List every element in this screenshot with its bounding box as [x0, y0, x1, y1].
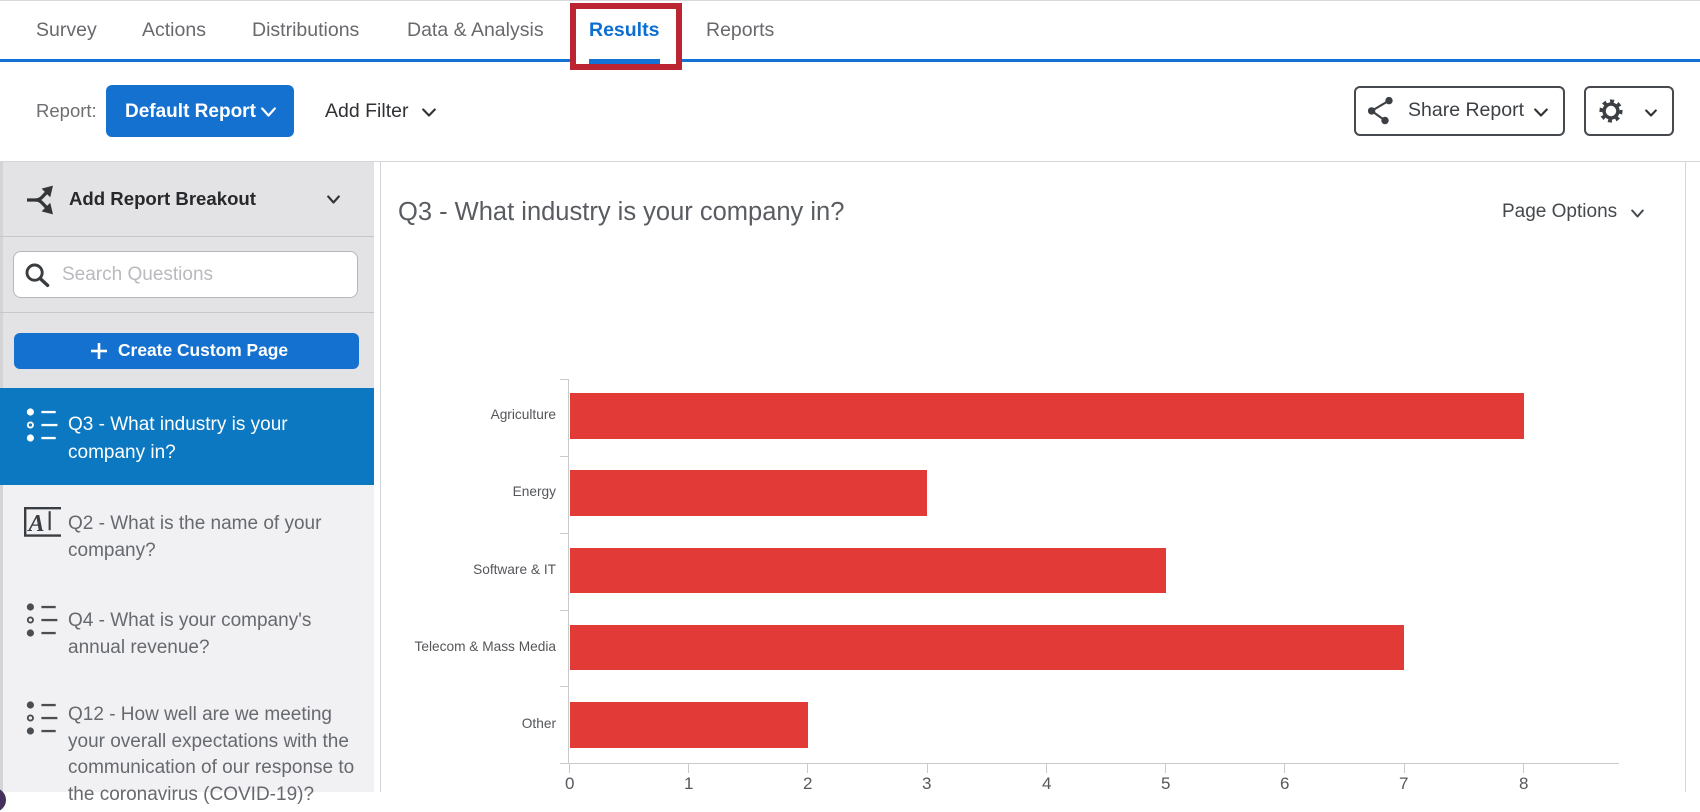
svg-text:A: A: [27, 511, 45, 537]
